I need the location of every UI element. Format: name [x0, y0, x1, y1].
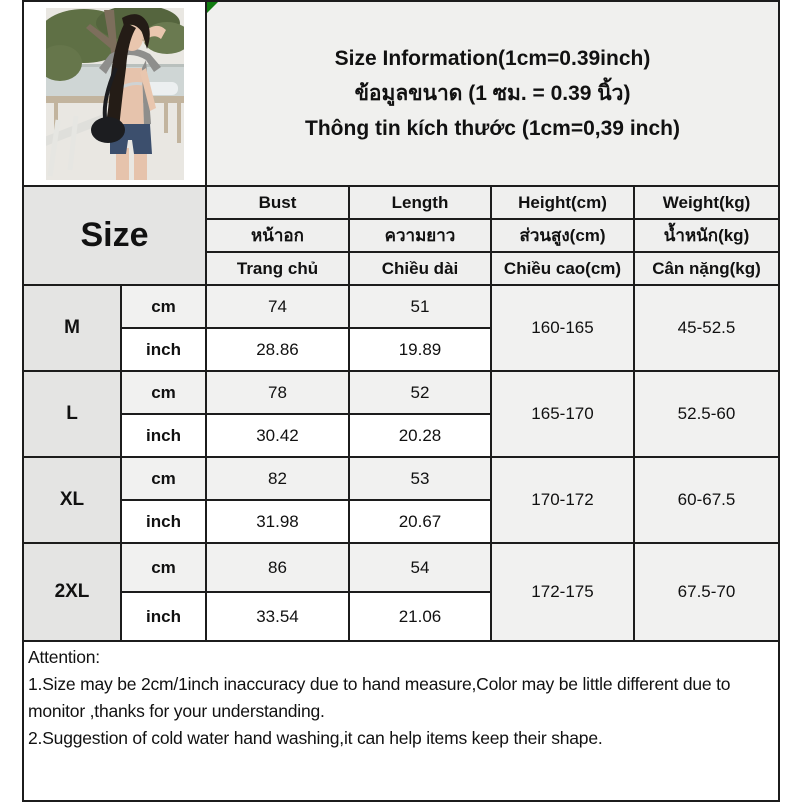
product-photo-cell	[22, 0, 207, 187]
l-length-inch: 20.28	[348, 413, 492, 458]
header-height-en: Height(cm)	[490, 185, 635, 220]
unit-cm-m: cm	[120, 284, 207, 329]
2xl-weight: 67.5-70	[632, 542, 781, 642]
title-thai: ข้อมูลขนาด (1 ซม. = 0.39 นิ้ว)	[354, 82, 631, 105]
unit-cm-l: cm	[120, 370, 207, 415]
column-header-row-th: หน้าอก ความยาว ส่วนสูง(cm) น้ำหนัก(kg)	[23, 218, 781, 253]
row-xl-inch: inch 31.98 20.67	[23, 499, 779, 544]
xl-bust-cm: 82	[205, 456, 350, 501]
l-weight: 52.5-60	[632, 370, 781, 458]
xl-height: 170-172	[490, 456, 635, 544]
l-bust-inch: 30.42	[205, 413, 350, 458]
xl-length-inch: 20.67	[348, 499, 492, 544]
header-weight-th: น้ำหนัก(kg)	[632, 218, 781, 253]
header-height-vi: Chiều cao(cm)	[490, 251, 635, 286]
m-length-inch: 19.89	[348, 327, 492, 372]
xl-length-cm: 53	[348, 456, 492, 501]
attention-row: Attention: 1.Size may be 2cm/1inch inacc…	[21, 640, 781, 802]
l-bust-cm: 78	[205, 370, 350, 415]
unit-cm-xl: cm	[120, 456, 207, 501]
header-weight-vi: Cân nặng(kg)	[632, 251, 781, 286]
size-l-label: L	[22, 370, 122, 458]
size-2xl-label: 2XL	[22, 542, 122, 642]
m-bust-cm: 74	[205, 284, 350, 329]
m-height: 160-165	[490, 284, 635, 372]
header-bust-th: หน้าอก	[205, 218, 350, 253]
row-m-inch: inch 28.86 19.89	[23, 327, 779, 372]
size-info-title-block: Size Information(1cm=0.39inch) ข้อมูลขนา…	[208, 3, 777, 184]
size-chart-sheet: Size Information(1cm=0.39inch) ข้อมูลขนา…	[21, 0, 781, 802]
2xl-bust-cm: 86	[205, 542, 350, 593]
model-photo-illustration	[37, 4, 191, 180]
row-l-cm: L cm 78 52 165-170 52.5-60	[22, 370, 781, 458]
header-bust-en: Bust	[205, 185, 350, 220]
attention-line-2: 2.Suggestion of cold water hand washing,…	[28, 728, 603, 748]
l-height: 165-170	[490, 370, 635, 458]
column-header-row-en: Size Bust Length Height(cm) Weight(kg)	[22, 185, 781, 286]
header-length-th: ความยาว	[348, 218, 492, 253]
header-height-th: ส่วนสูง(cm)	[490, 218, 635, 253]
column-header-row-vi: Trang chủ Chiều dài Chiều cao(cm) Cân nặ…	[23, 251, 781, 286]
header-weight-en: Weight(kg)	[632, 185, 781, 220]
2xl-length-cm: 54	[348, 542, 492, 593]
size-info-title-cell: Size Information(1cm=0.39inch) ข้อมูลขนา…	[204, 0, 781, 187]
unit-cm-2xl: cm	[120, 542, 207, 593]
title-english: Size Information(1cm=0.39inch)	[334, 47, 651, 70]
unit-inch-l: inch	[120, 413, 207, 458]
unit-inch-xl: inch	[120, 499, 207, 544]
unit-inch-2xl: inch	[120, 591, 207, 642]
header-length-en: Length	[348, 185, 492, 220]
2xl-bust-inch: 33.54	[205, 591, 350, 642]
attention-note: Attention: 1.Size may be 2cm/1inch inacc…	[21, 640, 781, 802]
m-bust-inch: 28.86	[205, 327, 350, 372]
attention-heading: Attention:	[28, 647, 100, 667]
xl-bust-inch: 31.98	[205, 499, 350, 544]
banner-row: Size Information(1cm=0.39inch) ข้อมูลขนา…	[22, 0, 781, 187]
xl-weight: 60-67.5	[632, 456, 781, 544]
row-2xl-inch: inch 33.54 21.06	[23, 591, 779, 642]
row-l-inch: inch 30.42 20.28	[23, 413, 779, 458]
2xl-height: 172-175	[490, 542, 635, 642]
m-weight: 45-52.5	[632, 284, 781, 372]
row-xl-cm: XL cm 82 53 170-172 60-67.5	[22, 456, 781, 544]
attention-line-1: 1.Size may be 2cm/1inch inaccuracy due t…	[28, 674, 731, 721]
l-length-cm: 52	[348, 370, 492, 415]
size-xl-label: XL	[22, 456, 122, 544]
size-chart-table: Size Information(1cm=0.39inch) ข้อมูลขนา…	[21, 0, 781, 802]
product-photo	[37, 4, 191, 180]
size-header: Size	[22, 185, 207, 286]
size-m-label: M	[22, 284, 122, 372]
unit-inch-m: inch	[120, 327, 207, 372]
m-length-cm: 51	[348, 284, 492, 329]
header-bust-vi: Trang chủ	[205, 251, 350, 286]
title-vietnamese: Thông tin kích thước (1cm=0,39 inch)	[305, 117, 680, 140]
row-2xl-cm: 2XL cm 86 54 172-175 67.5-70	[22, 542, 781, 642]
header-length-vi: Chiều dài	[348, 251, 492, 286]
green-corner-flag-icon	[208, 3, 218, 13]
2xl-length-inch: 21.06	[348, 591, 492, 642]
row-m-cm: M cm 74 51 160-165 45-52.5	[22, 284, 781, 372]
